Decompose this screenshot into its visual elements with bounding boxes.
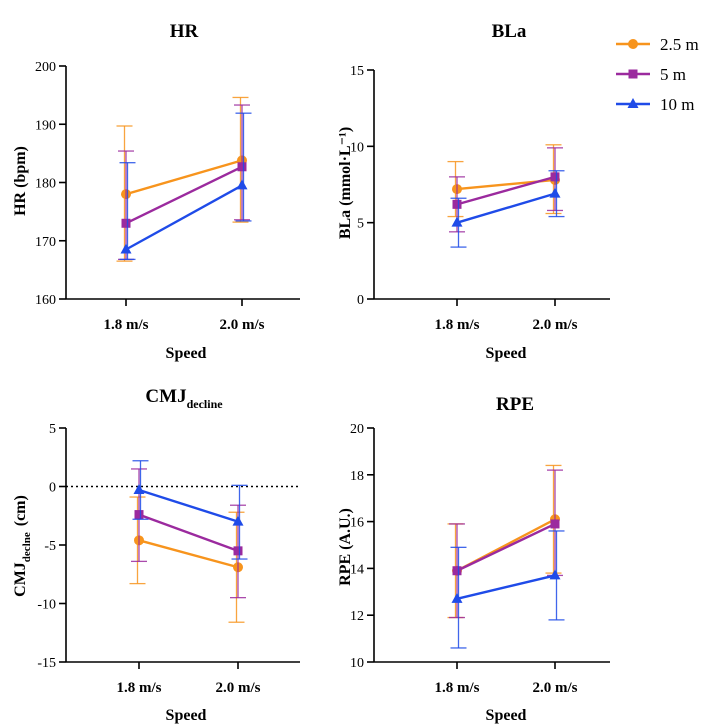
xlabel-bla: Speed — [486, 345, 527, 362]
series-bla-2 — [450, 170, 565, 248]
data-point-square — [237, 162, 247, 172]
legend-label: 5 m — [660, 65, 686, 84]
y-tick-label-cmj: 0 — [49, 481, 56, 496]
series-line — [125, 159, 243, 196]
legend-marker-square — [628, 69, 638, 79]
y-tick-label-bla: 15 — [350, 64, 364, 79]
x-tick-label-rpe: 2.0 m/s — [533, 680, 578, 696]
series-hr-0 — [116, 96, 249, 262]
series-line — [456, 192, 556, 224]
y-tick-label-hr: 160 — [35, 293, 56, 308]
y-tick-label-hr: 190 — [35, 118, 56, 133]
series-line — [138, 488, 239, 523]
legend-label: 10 m — [660, 95, 694, 114]
panel-title-cmj: CMJdecline — [145, 386, 223, 411]
y-tick-label-cmj: 5 — [49, 422, 56, 437]
xlabel-hr: Speed — [166, 345, 207, 362]
series-line — [456, 522, 556, 572]
y-tick-label-cmj: -15 — [37, 656, 56, 671]
data-point-triangle — [549, 569, 561, 580]
x-tick-label-hr: 2.0 m/s — [220, 317, 265, 333]
x-tick-label-hr: 1.8 m/s — [104, 317, 149, 333]
y-tick-label-cmj: -5 — [44, 539, 56, 554]
series-cmj-0 — [129, 496, 245, 623]
y-tick-label-bla: 10 — [350, 140, 364, 155]
data-point-triangle — [236, 179, 248, 190]
data-point-triangle — [451, 592, 463, 603]
data-point-square — [550, 172, 560, 182]
ylabel-hr: HR (bpm) — [12, 146, 29, 216]
series-line — [138, 513, 239, 552]
data-point-triangle — [120, 243, 132, 254]
legend-marker-circle — [628, 39, 638, 49]
panel-title-cmj-sub: decline — [187, 397, 224, 411]
series-line — [125, 165, 243, 225]
ylabel-bla: BLa (mmol·L⁻¹) — [337, 127, 354, 239]
y-tick-label-rpe: 10 — [350, 656, 364, 671]
series-cmj-1 — [131, 468, 246, 599]
data-point-square — [452, 199, 462, 209]
series-line — [125, 184, 243, 251]
ylabel-cmj: CMJdeclne (cm) — [12, 495, 33, 597]
x-tick-label-cmj: 2.0 m/s — [216, 680, 261, 696]
data-point-square — [233, 546, 243, 556]
y-tick-label-rpe: 20 — [350, 422, 364, 437]
series-cmj-2 — [132, 460, 248, 560]
series-line — [138, 539, 239, 569]
series-hr-1 — [118, 104, 250, 261]
panel-title-cmj-main: CMJ — [145, 386, 186, 407]
ylabel-cmj-unit: (cm) — [12, 495, 29, 526]
y-tick-label-cmj: -10 — [37, 598, 56, 613]
xlabel-cmj: Speed — [166, 707, 207, 724]
legend-label: 2.5 m — [660, 35, 699, 54]
x-tick-label-rpe: 1.8 m/s — [435, 680, 480, 696]
ylabel-cmj-main: CMJ — [12, 562, 29, 597]
series-line — [456, 175, 556, 206]
series-rpe-2 — [450, 530, 565, 649]
y-tick-label-bla: 0 — [357, 293, 364, 308]
ylabel-cmj-sub: declne — [21, 532, 33, 562]
legend-marker-triangle — [627, 98, 639, 108]
ylabel-rpe: RPE (A.U.) — [337, 508, 354, 586]
data-point-square — [550, 519, 560, 529]
data-point-triangle — [549, 187, 561, 198]
panel-title-rpe: RPE — [496, 394, 534, 415]
x-tick-label-bla: 1.8 m/s — [435, 317, 480, 333]
data-point-square — [121, 218, 131, 228]
y-tick-label-bla: 5 — [357, 217, 364, 232]
data-point-triangle — [133, 484, 145, 495]
x-tick-label-cmj: 1.8 m/s — [117, 680, 162, 696]
legend: 2.5 m 5 m 10 m — [616, 35, 699, 114]
data-point-triangle — [451, 216, 463, 227]
y-tick-label-rpe: 14 — [350, 562, 364, 577]
series-bla-1 — [449, 147, 563, 233]
y-tick-label-hr: 180 — [35, 177, 56, 192]
y-tick-label-hr: 170 — [35, 235, 56, 250]
series-rpe-0 — [447, 464, 562, 619]
y-tick-label-rpe: 12 — [350, 609, 364, 624]
data-point-square — [134, 510, 144, 520]
y-tick-label-rpe: 18 — [350, 469, 364, 484]
panel-title-bla: BLa — [492, 21, 527, 42]
data-point-square — [452, 566, 462, 576]
y-tick-label-hr: 200 — [35, 60, 56, 75]
xlabel-rpe: Speed — [486, 707, 527, 724]
data-point-triangle — [232, 515, 244, 526]
y-tick-label-rpe: 16 — [350, 516, 364, 531]
series-line — [456, 574, 556, 600]
panel-title-hr: HR — [170, 21, 199, 42]
x-tick-label-bla: 2.0 m/s — [533, 317, 578, 333]
series-hr-2 — [119, 112, 252, 261]
